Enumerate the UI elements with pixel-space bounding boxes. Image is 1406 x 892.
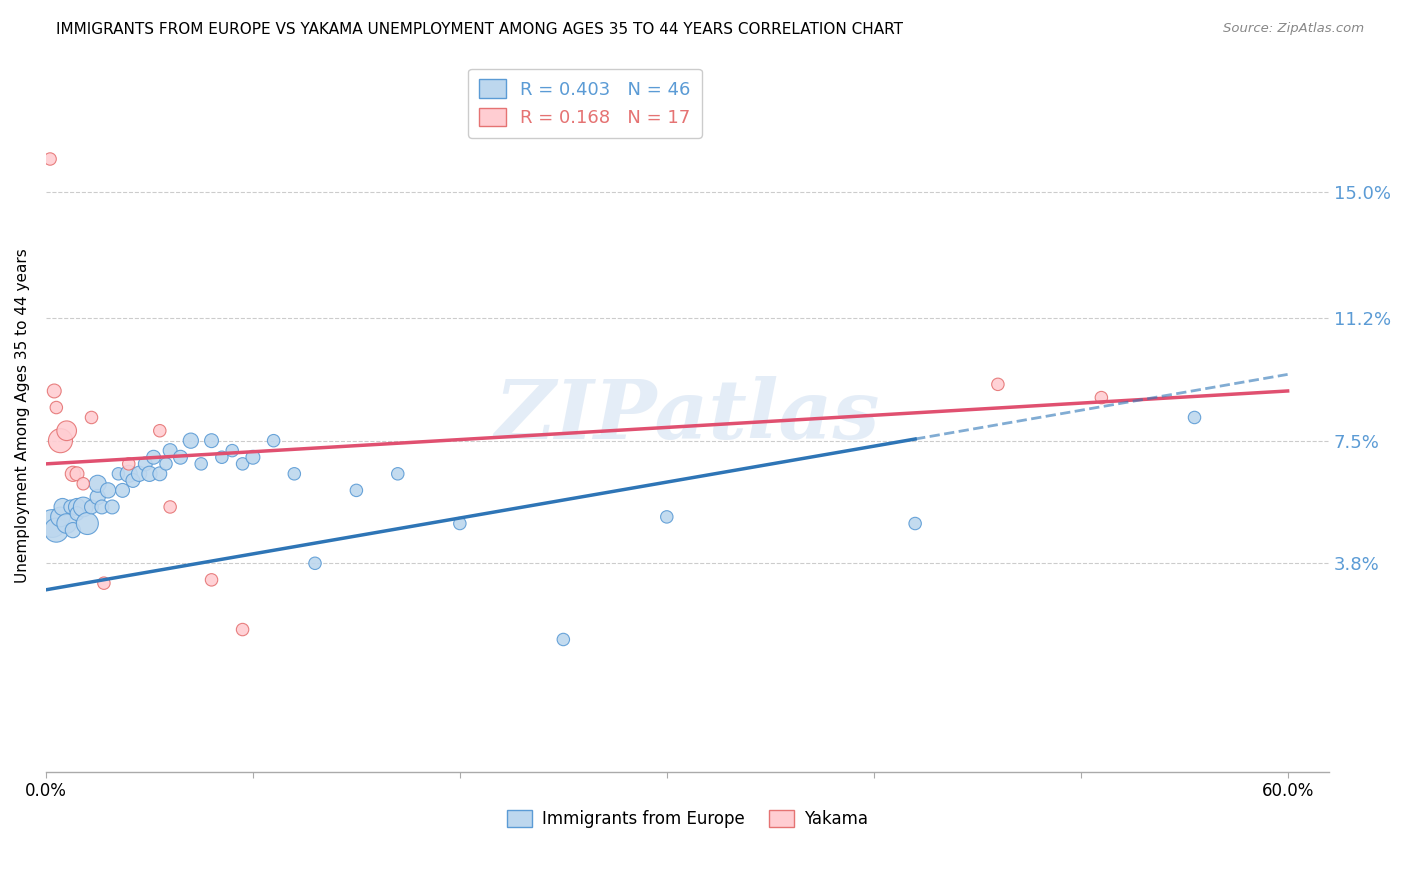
Point: [142, 450, 165, 465]
Point: [45, 401, 67, 415]
Point: [55, 424, 77, 438]
Point: [149, 424, 172, 438]
Y-axis label: Unemployment Among Ages 35 to 44 years: Unemployment Among Ages 35 to 44 years: [15, 249, 30, 583]
Point: [211, 450, 233, 465]
Point: [1090, 391, 1112, 405]
Point: [190, 457, 212, 471]
Point: [200, 573, 222, 587]
Point: [149, 467, 172, 481]
Point: [344, 483, 367, 498]
Point: [118, 457, 141, 471]
Point: [387, 467, 409, 481]
Point: [80, 410, 103, 425]
Point: [62, 467, 84, 481]
Point: [159, 443, 181, 458]
Point: [49, 509, 72, 524]
Point: [66, 467, 89, 481]
Point: [90, 500, 112, 514]
Point: [44, 384, 66, 398]
Point: [180, 434, 202, 448]
Point: [80, 500, 103, 514]
Point: [263, 434, 285, 448]
Point: [283, 467, 305, 481]
Point: [449, 516, 471, 531]
Point: [904, 516, 927, 531]
Point: [41, 516, 63, 531]
Point: [39, 152, 62, 166]
Point: [55, 516, 77, 531]
Point: [1184, 410, 1206, 425]
Point: [66, 507, 89, 521]
Point: [59, 500, 82, 514]
Text: IMMIGRANTS FROM EUROPE VS YAKAMA UNEMPLOYMENT AMONG AGES 35 TO 44 YEARS CORRELAT: IMMIGRANTS FROM EUROPE VS YAKAMA UNEMPLO…: [56, 22, 903, 37]
Point: [134, 457, 156, 471]
Point: [72, 500, 94, 514]
Point: [101, 500, 124, 514]
Point: [242, 450, 264, 465]
Text: ZIPatlas: ZIPatlas: [495, 376, 880, 456]
Point: [128, 467, 150, 481]
Point: [97, 483, 120, 498]
Point: [72, 476, 94, 491]
Point: [159, 500, 181, 514]
Point: [987, 377, 1010, 392]
Point: [232, 623, 254, 637]
Point: [155, 457, 177, 471]
Point: [51, 500, 73, 514]
Point: [93, 576, 115, 591]
Point: [45, 523, 67, 537]
Point: [221, 443, 243, 458]
Point: [232, 457, 254, 471]
Point: [86, 476, 108, 491]
Point: [107, 467, 129, 481]
Point: [553, 632, 575, 647]
Point: [169, 450, 191, 465]
Point: [86, 490, 108, 504]
Point: [200, 434, 222, 448]
Text: Source: ZipAtlas.com: Source: ZipAtlas.com: [1223, 22, 1364, 36]
Point: [66, 500, 89, 514]
Point: [49, 434, 72, 448]
Point: [138, 467, 160, 481]
Point: [304, 556, 326, 570]
Point: [62, 523, 84, 537]
Point: [76, 516, 98, 531]
Point: [122, 474, 145, 488]
Point: [655, 509, 678, 524]
Point: [118, 467, 141, 481]
Point: [111, 483, 134, 498]
Legend: Immigrants from Europe, Yakama: Immigrants from Europe, Yakama: [501, 804, 875, 835]
